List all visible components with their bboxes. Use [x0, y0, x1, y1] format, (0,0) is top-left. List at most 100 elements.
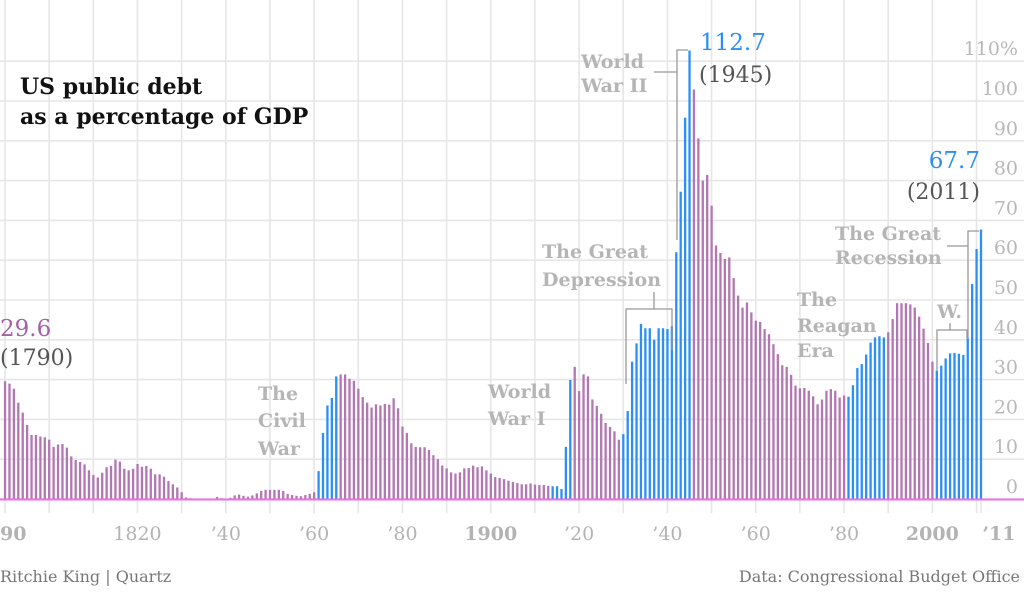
svg-text:World: World [487, 381, 551, 403]
bar-1844 [242, 495, 245, 499]
bar-1862 [321, 432, 325, 499]
bar-1985 [865, 354, 868, 499]
bar-1826 [162, 476, 166, 499]
bar-2004 [948, 353, 952, 499]
bar-1989 [882, 337, 885, 499]
bar-1894 [463, 468, 466, 499]
y-tick-label: 60 [994, 237, 1018, 259]
bars [3, 50, 983, 500]
bar-1860 [313, 492, 316, 499]
bar-1802 [56, 444, 60, 499]
bar-1968 [789, 374, 793, 499]
bar-1938 [657, 328, 660, 499]
bar-1951 [714, 245, 718, 499]
bar-1823 [149, 468, 152, 499]
bar-1967 [785, 366, 788, 499]
bar-1941 [670, 326, 674, 499]
y-tick-label: 110% [964, 38, 1018, 60]
annotation-civil-war: The Civil War [257, 383, 306, 460]
svg-text:The: The [258, 383, 298, 405]
bar-1937 [653, 339, 656, 499]
bar-1847 [255, 493, 258, 499]
bar-1864 [330, 397, 333, 499]
y-tick-label: 70 [994, 197, 1018, 219]
bar-1956 [736, 295, 740, 499]
bar-1858 [304, 495, 307, 499]
y-tick-label: 90 [994, 118, 1018, 140]
bar-1893 [458, 472, 462, 499]
bar-1961 [759, 321, 762, 499]
y-tick-label: 20 [994, 396, 1018, 418]
bar-1925 [600, 413, 603, 499]
x-tick-label: ’60 [299, 523, 329, 545]
bar-1901 [494, 477, 497, 499]
bar-2002 [940, 365, 943, 499]
bar-1804 [65, 447, 69, 499]
bar-1913 [547, 485, 550, 499]
bar-1805 [70, 456, 73, 499]
bar-1795 [25, 424, 29, 499]
bar-1817 [123, 468, 126, 499]
bar-1949 [706, 175, 709, 499]
bar-1810 [92, 475, 95, 499]
bar-2011 [979, 229, 983, 499]
bar-1982 [851, 385, 855, 499]
bar-1993 [900, 303, 903, 499]
bar-1895 [467, 467, 470, 499]
annotation-world-war-1: World War I [487, 381, 551, 430]
bar-1855 [290, 495, 294, 499]
bar-1998 [922, 328, 925, 499]
bar-1969 [794, 385, 797, 499]
bar-1825 [158, 474, 161, 499]
bar-1857 [299, 496, 303, 499]
bar-1796 [30, 434, 33, 499]
bar-1797 [34, 434, 38, 499]
x-tick-label: ’11 [982, 523, 1015, 545]
bar-1932 [630, 361, 634, 499]
bar-1872 [366, 402, 369, 499]
bar-1936 [648, 328, 651, 499]
bar-1977 [829, 389, 832, 499]
bar-1924 [595, 405, 598, 499]
bar-1829 [176, 487, 179, 499]
bar-1828 [171, 484, 175, 499]
chart-title-line-1: US public debt [20, 74, 203, 100]
bar-1927 [608, 426, 612, 499]
bar-1870 [357, 388, 360, 499]
bar-1807 [78, 461, 82, 499]
bar-1947 [697, 138, 700, 500]
bar-1868 [348, 378, 351, 499]
bar-1806 [74, 459, 77, 499]
bar-1928 [613, 431, 616, 499]
bar-1960 [754, 320, 757, 499]
svg-text:Recession: Recession [835, 247, 942, 269]
bar-1814 [109, 465, 113, 499]
bar-1931 [626, 411, 629, 499]
x-tick-label: ’40 [211, 523, 241, 545]
x-tick-label: 1790 [0, 523, 26, 545]
bar-1819 [131, 468, 135, 499]
svg-text:Civil: Civil [258, 410, 306, 432]
bar-1869 [352, 380, 356, 499]
y-tick-label: 100 [982, 78, 1018, 100]
y-axis-ticks: 0 10 20 30 40 50 60 70 80 90 100 110% [964, 38, 1018, 498]
bar-1922 [586, 376, 590, 499]
bar-2001 [935, 370, 938, 499]
annotation-world-war-2: World War II [580, 49, 688, 240]
bar-1838 [215, 497, 219, 499]
bar-1841 [229, 497, 232, 499]
bar-1920 [577, 391, 581, 499]
bar-1827 [167, 481, 170, 499]
bar-1984 [860, 364, 863, 499]
bar-1912 [542, 485, 545, 499]
bar-1994 [904, 303, 908, 499]
bar-1944 [683, 117, 687, 499]
bar-1876 [383, 403, 386, 499]
annotation-great-recession: The Great Recession [835, 223, 979, 338]
bar-1888 [436, 459, 439, 499]
bar-1824 [154, 474, 157, 499]
bar-1955 [732, 278, 735, 499]
bar-1992 [895, 303, 899, 499]
bar-1850 [268, 489, 272, 499]
bar-1933 [635, 343, 638, 499]
